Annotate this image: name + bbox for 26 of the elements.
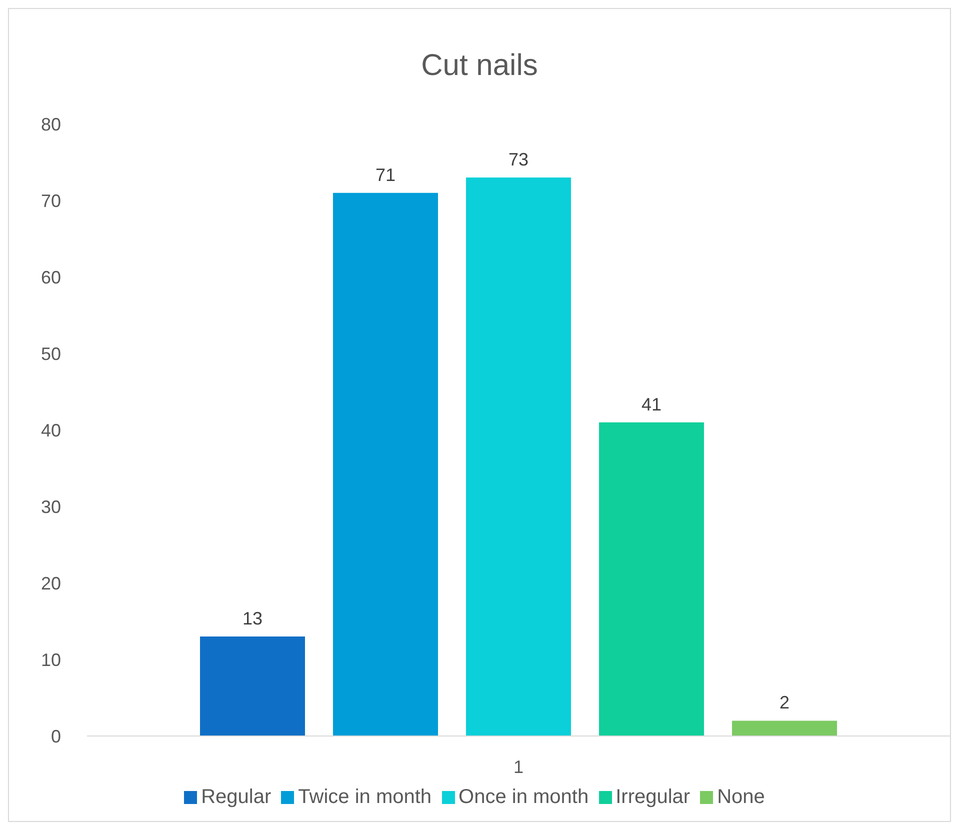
bar (333, 192, 438, 736)
x-tick-label: 1 (513, 756, 524, 777)
y-tick-label: 60 (40, 267, 61, 288)
legend-label: Irregular (616, 786, 690, 808)
legend-label: Once in month (458, 786, 589, 808)
y-tick-label: 20 (40, 573, 61, 594)
y-tick-label: 70 (40, 190, 61, 211)
data-label: 41 (641, 394, 662, 414)
bar (599, 422, 704, 736)
y-tick-label: 80 (40, 114, 61, 134)
legend-label: Regular (201, 786, 272, 808)
chart-title: Cut nails (420, 48, 539, 84)
y-tick-label: 40 (40, 420, 61, 440)
y-tick-label: 50 (40, 344, 61, 364)
data-label: 13 (242, 608, 263, 629)
y-tick-label: 0 (50, 726, 61, 746)
y-tick-label: 10 (40, 650, 61, 670)
legend-label: Twice in month (298, 786, 432, 808)
bar (200, 636, 305, 736)
bar (466, 178, 571, 736)
bar (732, 720, 837, 736)
data-label: 73 (508, 150, 529, 170)
data-label: 2 (779, 692, 790, 713)
y-tick-label: 30 (40, 496, 61, 517)
legend-label: None (717, 786, 765, 808)
data-label: 71 (375, 164, 396, 185)
